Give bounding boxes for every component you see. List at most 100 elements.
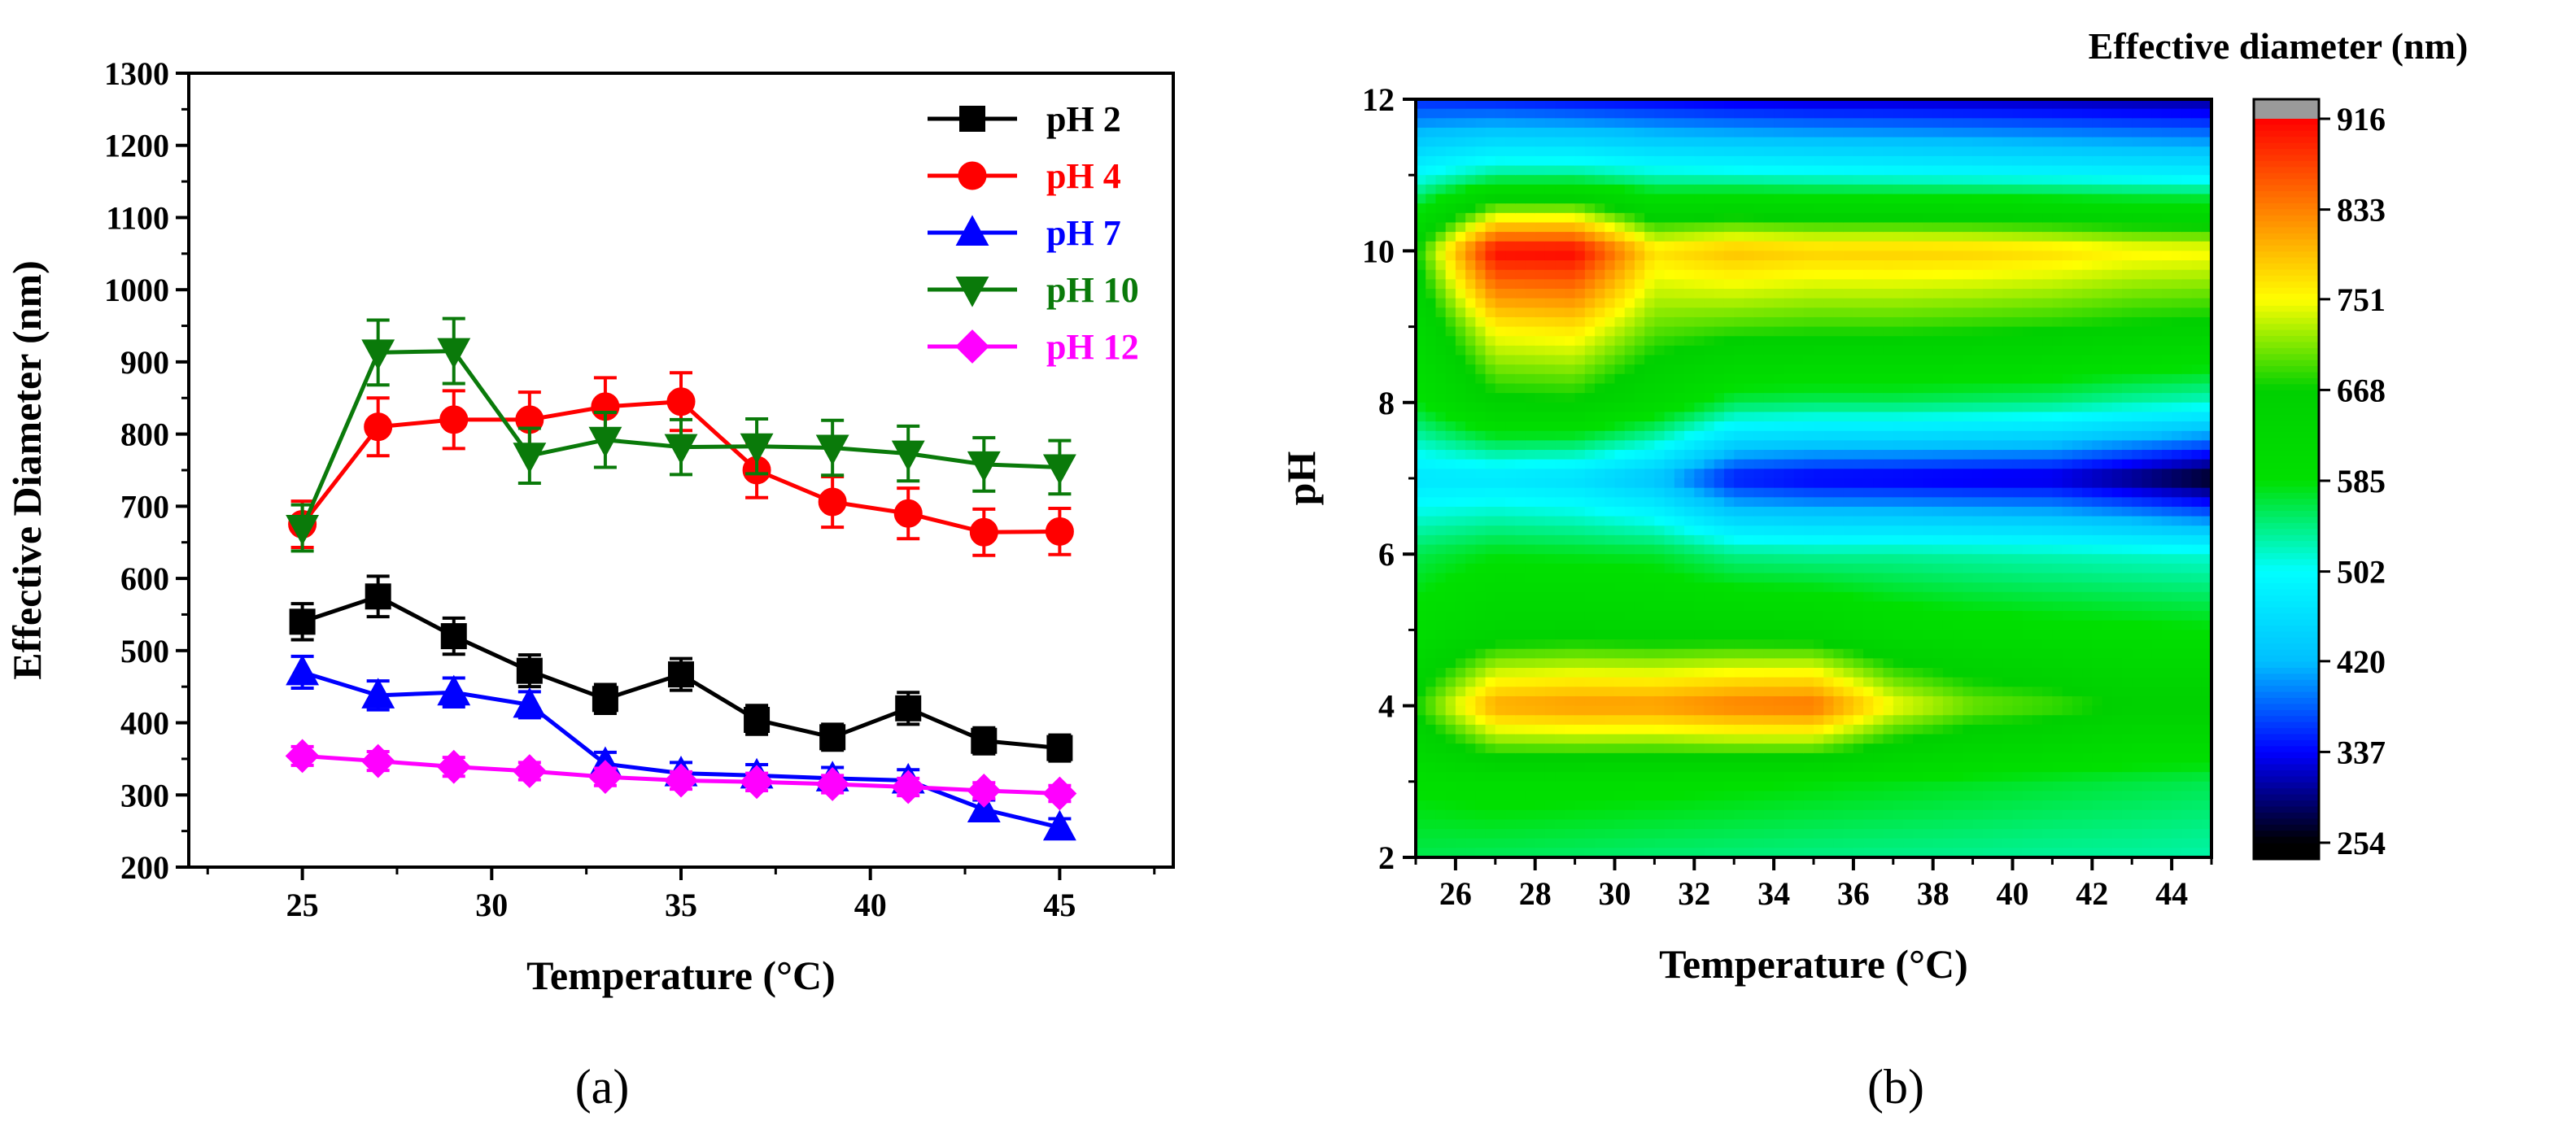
heatmap-cell	[1734, 838, 1745, 849]
heatmap-cell	[1644, 402, 1656, 413]
heatmap-cell	[1753, 232, 1765, 242]
heatmap-cell	[1734, 373, 1745, 385]
heatmap-cell	[1674, 800, 1685, 811]
data-point	[664, 434, 698, 465]
heatmap-cell	[1774, 175, 1785, 185]
heatmap-cell	[1923, 355, 1934, 365]
heatmap-cell	[1634, 573, 1645, 583]
heatmap-cell	[1495, 430, 1506, 442]
heatmap-cell	[1873, 118, 1884, 129]
heatmap-cell	[1505, 695, 1517, 707]
heatmap-cell	[1774, 591, 1785, 603]
heatmap-cell	[1435, 648, 1447, 660]
heatmap-cell	[1972, 402, 1984, 413]
heatmap-cell	[1923, 668, 1934, 678]
heatmap-cell	[1903, 108, 1915, 120]
heatmap-cell	[1595, 373, 1606, 385]
heatmap-cell	[1923, 212, 1934, 224]
x-tick-label: 30	[475, 887, 508, 923]
heatmap-cell	[1694, 232, 1705, 242]
x-axis: 25 30 35 40 45	[206, 867, 1156, 923]
heatmap-cell	[1624, 383, 1635, 394]
heatmap-cell	[1932, 838, 1944, 849]
heatmap-cell	[1654, 497, 1666, 508]
heatmap-cell	[1893, 421, 1904, 432]
heatmap-cell	[1913, 829, 1924, 839]
data-point	[891, 770, 926, 804]
heatmap-cell	[1595, 355, 1606, 365]
heatmap-cell	[1485, 373, 1496, 385]
heatmap-cell	[1843, 108, 1854, 120]
heatmap-cell	[1953, 848, 1964, 857]
heatmap-cell	[1714, 800, 1725, 811]
heatmap-cell	[1942, 506, 1954, 517]
heatmap-cell	[1774, 260, 1785, 271]
heatmap-cell	[1674, 383, 1685, 394]
heatmap-cell	[1823, 146, 1835, 157]
heatmap-cell	[1445, 194, 1456, 204]
heatmap-cell	[1744, 137, 1755, 148]
heatmap-cell	[1734, 345, 1745, 356]
heatmap-cell	[1475, 118, 1487, 129]
heatmap-cell	[1535, 809, 1546, 821]
heatmap-cell	[1953, 752, 1964, 764]
heatmap-cell	[1863, 497, 1875, 508]
heatmap-cell	[1455, 734, 1466, 744]
heatmap-cell	[1535, 695, 1546, 707]
heatmap-cell	[1595, 554, 1606, 565]
heatmap-cell	[1734, 573, 1745, 583]
heatmap-cell	[1426, 307, 1437, 318]
heatmap-cell	[1664, 251, 1675, 261]
heatmap-cell	[1535, 668, 1546, 678]
heatmap-cell	[1475, 544, 1487, 555]
heatmap-cell	[1555, 402, 1566, 413]
heatmap-cell	[1763, 355, 1775, 365]
heatmap-cell	[1426, 184, 1437, 195]
heatmap-cell	[1814, 648, 1825, 660]
heatmap-cell	[1634, 251, 1645, 261]
heatmap-cell	[1654, 469, 1666, 479]
heatmap-cell	[1883, 554, 1894, 565]
heatmap-cell	[1664, 440, 1675, 451]
heatmap-cell	[1644, 146, 1656, 157]
heatmap-cell	[1843, 772, 1854, 783]
heatmap-cell	[1684, 260, 1696, 271]
data-point	[440, 623, 467, 650]
heatmap-cell	[1753, 734, 1765, 744]
heatmap-cell	[1505, 800, 1517, 811]
heatmap-cell	[1416, 430, 1427, 442]
heatmap-cell	[1863, 336, 1875, 347]
heatmap-cell	[1684, 212, 1696, 224]
heatmap-cell	[1714, 459, 1725, 470]
heatmap-cell	[1814, 402, 1825, 413]
heatmap-cell	[1426, 573, 1437, 583]
heatmap-cell	[1932, 695, 1944, 707]
heatmap-cell	[1784, 705, 1795, 717]
heatmap-cell	[1753, 146, 1765, 157]
heatmap-cell	[1525, 544, 1536, 555]
heatmap-cell	[1445, 534, 1456, 546]
heatmap-cell	[1753, 478, 1765, 489]
heatmap-cell	[1793, 516, 1805, 527]
heatmap-cell	[1793, 412, 1805, 422]
heatmap-cell	[1605, 137, 1616, 148]
heatmap-cell	[1704, 677, 1715, 688]
heatmap-cell	[1485, 752, 1496, 764]
heatmap-cell	[1714, 791, 1725, 801]
heatmap-cell	[1445, 772, 1456, 783]
heatmap-cell	[1684, 203, 1696, 214]
heatmap-cell	[1863, 232, 1875, 242]
heatmap-cell	[1555, 440, 1566, 451]
heatmap-cell	[1774, 184, 1785, 195]
heatmap-cell	[1714, 316, 1725, 328]
heatmap-cell	[1704, 838, 1715, 849]
heatmap-cell	[1445, 544, 1456, 555]
heatmap-cell	[1565, 430, 1576, 442]
heatmap-cell	[1963, 544, 1974, 555]
heatmap-cell	[1863, 620, 1875, 631]
heatmap-cell	[1445, 705, 1456, 717]
heatmap-cell	[1495, 791, 1506, 801]
heatmap-cell	[1763, 222, 1775, 233]
heatmap-cell	[1485, 762, 1496, 773]
heatmap-cell	[1814, 582, 1825, 593]
